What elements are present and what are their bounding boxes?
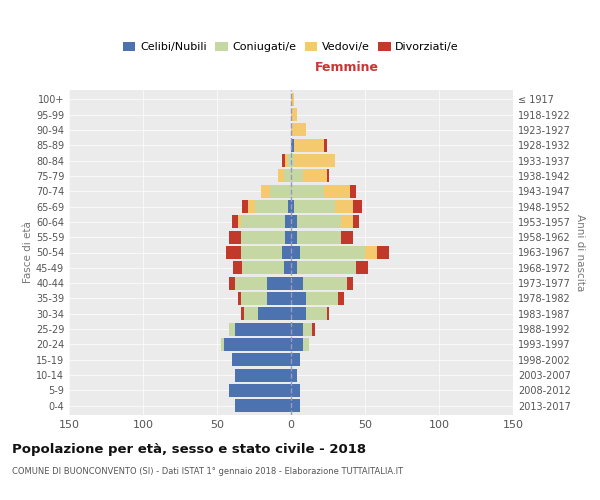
Bar: [291, 384, 300, 397]
Bar: [229, 276, 235, 289]
Bar: [285, 216, 291, 228]
Legend: Celibi/Nubili, Coniugati/e, Vedovi/e, Divorziati/e: Celibi/Nubili, Coniugati/e, Vedovi/e, Di…: [119, 37, 463, 56]
Bar: [259, 308, 291, 320]
Bar: [306, 308, 326, 320]
Bar: [303, 338, 309, 351]
Bar: [291, 170, 303, 182]
Bar: [278, 170, 284, 182]
Bar: [235, 368, 291, 382]
Bar: [268, 276, 291, 289]
Bar: [291, 354, 300, 366]
Bar: [229, 384, 291, 397]
Bar: [297, 230, 341, 243]
Bar: [341, 216, 353, 228]
Bar: [241, 246, 282, 259]
Bar: [241, 308, 244, 320]
Bar: [291, 276, 303, 289]
Y-axis label: Fasce di età: Fasce di età: [23, 222, 33, 284]
Text: Popolazione per età, sesso e stato civile - 2018: Popolazione per età, sesso e stato civil…: [12, 442, 366, 456]
Bar: [229, 230, 241, 243]
Bar: [291, 200, 294, 213]
Bar: [341, 230, 353, 243]
Bar: [291, 338, 303, 351]
Bar: [297, 216, 341, 228]
Bar: [268, 292, 291, 305]
Bar: [291, 292, 306, 305]
Bar: [291, 124, 306, 136]
Bar: [353, 200, 362, 213]
Bar: [353, 216, 359, 228]
Bar: [291, 92, 294, 106]
Bar: [282, 154, 285, 167]
Bar: [291, 230, 297, 243]
Bar: [288, 154, 291, 167]
Bar: [291, 154, 294, 167]
Bar: [232, 216, 238, 228]
Text: Femmine: Femmine: [314, 60, 379, 74]
Bar: [291, 246, 300, 259]
Bar: [291, 262, 297, 274]
Bar: [226, 246, 241, 259]
Bar: [224, 338, 291, 351]
Bar: [326, 308, 329, 320]
Bar: [291, 308, 306, 320]
Bar: [221, 338, 224, 351]
Bar: [232, 354, 291, 366]
Bar: [291, 216, 297, 228]
Bar: [235, 322, 291, 336]
Bar: [229, 322, 235, 336]
Bar: [323, 184, 350, 198]
Bar: [284, 170, 291, 182]
Bar: [291, 368, 297, 382]
Y-axis label: Anni di nascita: Anni di nascita: [575, 214, 584, 291]
Bar: [256, 200, 288, 213]
Bar: [323, 138, 326, 151]
Bar: [365, 246, 377, 259]
Bar: [248, 200, 256, 213]
Bar: [347, 276, 353, 289]
Bar: [238, 292, 241, 305]
Bar: [285, 230, 291, 243]
Bar: [291, 400, 300, 412]
Bar: [284, 262, 291, 274]
Bar: [306, 292, 338, 305]
Bar: [235, 400, 291, 412]
Bar: [294, 200, 335, 213]
Bar: [294, 138, 323, 151]
Bar: [282, 246, 291, 259]
Bar: [303, 322, 312, 336]
Bar: [297, 262, 356, 274]
Bar: [238, 216, 241, 228]
Bar: [242, 200, 248, 213]
Bar: [291, 322, 303, 336]
Bar: [300, 246, 365, 259]
Bar: [262, 184, 270, 198]
Bar: [335, 200, 353, 213]
Bar: [241, 292, 268, 305]
Bar: [285, 154, 288, 167]
Bar: [356, 262, 368, 274]
Bar: [235, 276, 268, 289]
Bar: [294, 154, 335, 167]
Text: COMUNE DI BUONCONVENTO (SI) - Dati ISTAT 1° gennaio 2018 - Elaborazione TUTTAITA: COMUNE DI BUONCONVENTO (SI) - Dati ISTAT…: [12, 468, 403, 476]
Bar: [233, 262, 242, 274]
Bar: [241, 230, 285, 243]
Bar: [312, 322, 314, 336]
Bar: [242, 262, 284, 274]
Bar: [244, 308, 259, 320]
Bar: [338, 292, 344, 305]
Bar: [291, 108, 297, 121]
Bar: [291, 138, 294, 151]
Bar: [303, 276, 347, 289]
Bar: [291, 184, 323, 198]
Bar: [270, 184, 291, 198]
Bar: [288, 200, 291, 213]
Bar: [303, 170, 326, 182]
Bar: [326, 170, 329, 182]
Bar: [241, 216, 285, 228]
Bar: [350, 184, 356, 198]
Bar: [377, 246, 389, 259]
